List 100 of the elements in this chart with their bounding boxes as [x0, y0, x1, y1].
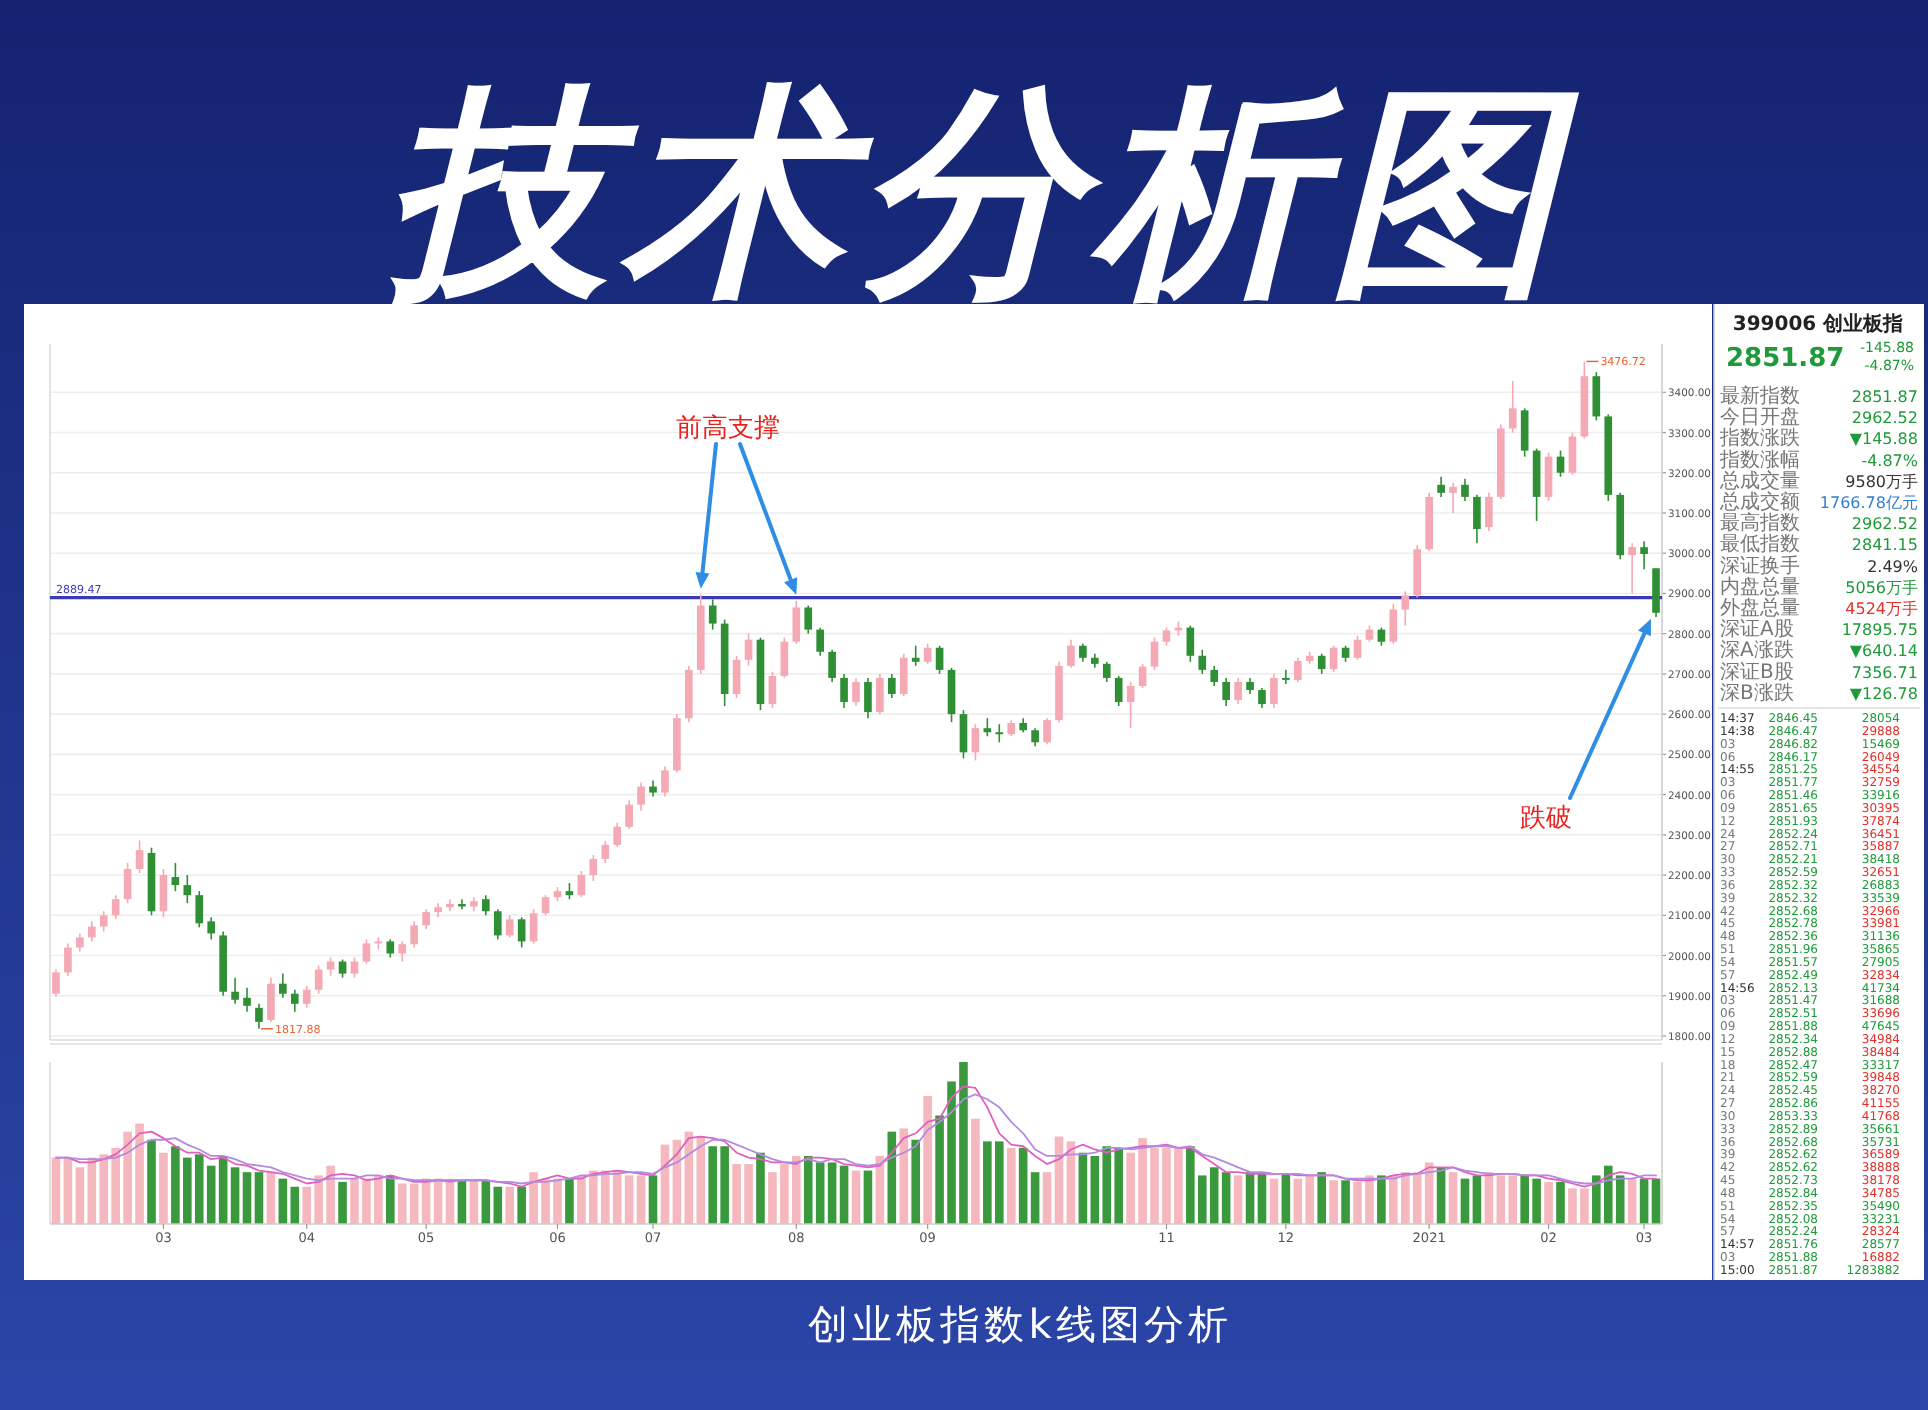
bar — [1317, 1172, 1326, 1224]
candlestick — [1043, 717, 1051, 746]
text: 深A涨跌 ▼640.14 — [1720, 640, 1918, 663]
candlestick — [52, 968, 60, 998]
text: 深证A股 17895.75 — [1720, 619, 1918, 642]
bar — [863, 1170, 873, 1224]
bar — [386, 1175, 395, 1224]
candlestick — [1222, 677, 1230, 707]
candlestick — [1293, 657, 1302, 683]
candlestick — [899, 652, 908, 697]
bar — [63, 1157, 73, 1224]
annotation: 前高支撑 — [676, 412, 780, 444]
chart-title: 技术分析图 — [386, 64, 1580, 324]
candlestick — [1640, 540, 1648, 571]
candlestick — [911, 644, 920, 667]
candlestick — [792, 599, 801, 645]
annotation: 跌破 — [1520, 804, 1572, 834]
candlestick — [1186, 624, 1195, 663]
bar — [1460, 1178, 1470, 1224]
candlestick — [326, 956, 335, 977]
bar — [230, 1167, 240, 1224]
candlestick — [995, 723, 1004, 744]
candlestick — [1520, 407, 1529, 458]
bar — [1472, 1175, 1482, 1224]
candlestick — [123, 862, 132, 905]
candlestick — [852, 677, 860, 707]
bar — [851, 1170, 861, 1224]
candlestick — [422, 908, 430, 931]
bar — [839, 1165, 849, 1224]
text: 总成交量 9580万手 — [1720, 470, 1918, 493]
candlestick — [577, 870, 586, 898]
candlestick — [744, 632, 753, 667]
text: 399006 创业板指 — [1732, 312, 1904, 336]
bar — [756, 1152, 765, 1224]
candlestick — [888, 673, 896, 699]
candlestick — [1628, 542, 1636, 595]
candlestick — [505, 914, 514, 939]
candlestick — [768, 671, 777, 709]
candlestick — [876, 673, 884, 715]
candlestick — [1544, 451, 1553, 502]
bar — [648, 1175, 658, 1224]
bar — [624, 1175, 634, 1224]
bar — [254, 1172, 264, 1224]
candlestick — [1126, 681, 1135, 730]
text: 指数涨幅 -4.87% — [1720, 449, 1918, 472]
candlestick — [1150, 636, 1159, 671]
candlestick — [255, 1002, 263, 1030]
text: 内盘总量 5056万手 — [1720, 576, 1918, 599]
candlestick — [493, 908, 502, 941]
candlestick — [1258, 687, 1266, 709]
bar — [1544, 1181, 1553, 1224]
candlestick — [1389, 602, 1398, 645]
candlestick — [983, 717, 992, 738]
bar — [1042, 1172, 1052, 1224]
text: 深B涨跌 ▼126.78 — [1720, 682, 1918, 705]
candlestick — [637, 781, 645, 812]
bar — [242, 1172, 252, 1224]
candlestick — [1102, 661, 1111, 683]
candlestick — [338, 958, 347, 979]
bar — [1269, 1178, 1279, 1224]
candlestick — [76, 932, 84, 953]
candlestick — [732, 654, 741, 699]
candlestick — [1282, 669, 1290, 685]
candlestick — [231, 976, 239, 1005]
bar — [517, 1186, 526, 1224]
text: 深证B股 7356.71 — [1720, 661, 1918, 684]
candlestick — [864, 677, 872, 719]
bar — [51, 1157, 61, 1224]
text: 外盘总量 4524万手 — [1720, 598, 1918, 620]
candlestick — [279, 972, 287, 999]
candlestick — [111, 894, 120, 921]
candlestick — [1401, 590, 1410, 627]
candlestick — [183, 874, 192, 905]
candlestick — [350, 956, 359, 979]
candlestick — [959, 709, 968, 760]
candlestick — [1317, 652, 1326, 675]
candlestick — [398, 940, 407, 963]
candlestick — [362, 938, 371, 965]
candlestick — [302, 984, 311, 1009]
candlestick — [99, 910, 108, 933]
text: 指数涨跌 ▼145.88 — [1720, 428, 1918, 451]
candlestick — [1329, 644, 1338, 673]
candlestick — [1568, 431, 1577, 476]
candlestick — [923, 642, 932, 665]
candlestick — [207, 916, 216, 941]
candlestick — [828, 648, 836, 683]
candlestick — [410, 920, 419, 949]
candlestick — [243, 986, 251, 1013]
candlestick — [625, 799, 633, 830]
candlestick — [816, 626, 824, 657]
candlestick — [517, 916, 526, 949]
text: 最新指数 2851.87 — [1720, 386, 1918, 408]
bar — [1006, 1147, 1016, 1224]
text: 最低指数 2841.15 — [1720, 534, 1918, 557]
candlestick — [195, 890, 204, 929]
text: 今日开盘 2962.52 — [1720, 407, 1918, 430]
bar — [827, 1162, 837, 1224]
candlestick — [290, 988, 299, 1013]
candlestick — [804, 604, 813, 635]
candlestick — [1138, 663, 1147, 689]
